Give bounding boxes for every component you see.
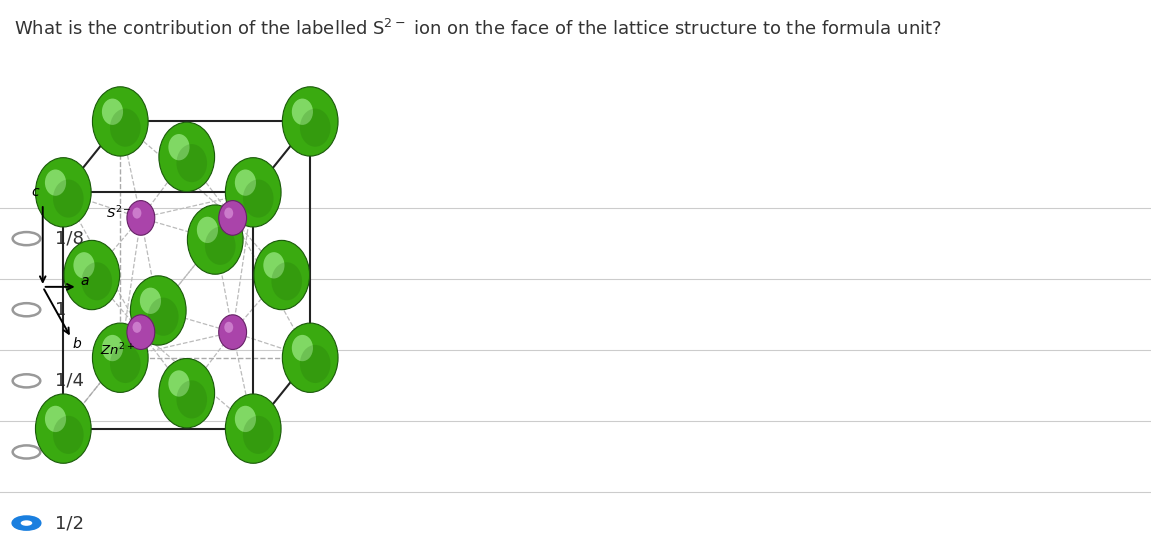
Circle shape bbox=[300, 345, 330, 383]
Circle shape bbox=[197, 217, 218, 243]
Circle shape bbox=[224, 207, 234, 219]
Circle shape bbox=[102, 335, 123, 361]
Circle shape bbox=[110, 345, 140, 383]
Circle shape bbox=[243, 416, 274, 454]
Text: $Zn^{2+}$: $Zn^{2+}$ bbox=[100, 342, 135, 359]
Circle shape bbox=[282, 87, 338, 156]
Circle shape bbox=[13, 374, 40, 387]
Circle shape bbox=[13, 516, 40, 529]
Circle shape bbox=[127, 201, 154, 235]
Circle shape bbox=[243, 179, 274, 218]
Circle shape bbox=[110, 109, 140, 147]
Circle shape bbox=[53, 416, 84, 454]
Text: 1/4: 1/4 bbox=[55, 372, 84, 390]
Circle shape bbox=[235, 170, 256, 196]
Circle shape bbox=[132, 207, 142, 219]
Circle shape bbox=[264, 252, 284, 278]
Circle shape bbox=[292, 335, 313, 361]
Circle shape bbox=[13, 232, 40, 245]
Circle shape bbox=[226, 158, 281, 227]
Circle shape bbox=[235, 406, 256, 432]
Circle shape bbox=[159, 358, 214, 428]
Text: $S^{2-}$: $S^{2-}$ bbox=[106, 205, 131, 221]
Circle shape bbox=[219, 315, 246, 350]
Text: What is the contribution of the labelled $\mathdefault{S^{2-}}$ ion on the face : What is the contribution of the labelled… bbox=[14, 19, 942, 39]
Text: a: a bbox=[81, 274, 90, 288]
Circle shape bbox=[36, 158, 91, 227]
Circle shape bbox=[148, 298, 178, 336]
Circle shape bbox=[292, 98, 313, 125]
Circle shape bbox=[36, 394, 91, 463]
Text: 2: 2 bbox=[55, 443, 67, 461]
Circle shape bbox=[254, 240, 310, 310]
Circle shape bbox=[64, 240, 120, 310]
Circle shape bbox=[282, 323, 338, 392]
Circle shape bbox=[224, 322, 234, 333]
Circle shape bbox=[53, 179, 84, 218]
Text: 1/8: 1/8 bbox=[55, 230, 84, 248]
Circle shape bbox=[13, 445, 40, 458]
Circle shape bbox=[102, 98, 123, 125]
Circle shape bbox=[176, 380, 207, 418]
Text: c: c bbox=[31, 185, 39, 199]
Text: 1: 1 bbox=[55, 301, 67, 319]
Circle shape bbox=[130, 276, 186, 345]
Circle shape bbox=[272, 262, 302, 300]
Circle shape bbox=[219, 201, 246, 235]
Circle shape bbox=[127, 315, 154, 350]
Circle shape bbox=[176, 144, 207, 182]
Circle shape bbox=[168, 134, 190, 160]
Circle shape bbox=[188, 205, 243, 274]
Text: 1/2: 1/2 bbox=[55, 514, 84, 532]
Circle shape bbox=[92, 87, 148, 156]
Circle shape bbox=[140, 288, 161, 314]
Circle shape bbox=[159, 122, 214, 191]
Circle shape bbox=[45, 170, 66, 196]
Circle shape bbox=[205, 227, 236, 265]
Circle shape bbox=[45, 406, 66, 432]
Text: b: b bbox=[73, 337, 82, 351]
Circle shape bbox=[132, 322, 142, 333]
Circle shape bbox=[92, 323, 148, 392]
Circle shape bbox=[74, 252, 94, 278]
Circle shape bbox=[13, 303, 40, 316]
Circle shape bbox=[168, 370, 190, 397]
Circle shape bbox=[226, 394, 281, 463]
Circle shape bbox=[21, 520, 32, 526]
Circle shape bbox=[300, 109, 330, 147]
Circle shape bbox=[82, 262, 112, 300]
